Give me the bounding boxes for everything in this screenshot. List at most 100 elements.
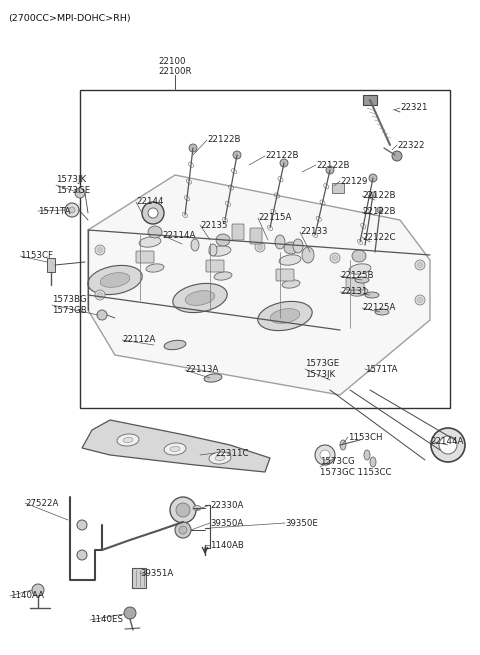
Text: 22122B: 22122B [207,136,240,145]
Text: 1153CH: 1153CH [348,432,383,441]
Circle shape [175,522,191,538]
Circle shape [77,550,87,560]
Text: 22135: 22135 [200,221,228,229]
Ellipse shape [209,246,231,256]
Circle shape [392,151,402,161]
Ellipse shape [193,506,201,510]
Ellipse shape [258,301,312,331]
Text: 1153CF: 1153CF [20,252,53,261]
Bar [132,568,146,588]
Polygon shape [82,420,270,472]
Text: 22125B: 22125B [340,272,373,280]
Circle shape [418,263,422,267]
Text: 22330A: 22330A [210,500,243,510]
Text: 22122B: 22122B [316,160,349,170]
Circle shape [415,295,425,305]
Circle shape [369,174,377,182]
Circle shape [377,207,383,213]
Text: (2700CC>MPI-DOHC>RH): (2700CC>MPI-DOHC>RH) [8,14,131,23]
Ellipse shape [139,237,161,247]
Circle shape [95,290,105,300]
Text: 1573BG
1573GB: 1573BG 1573GB [52,295,87,314]
FancyBboxPatch shape [250,228,262,244]
Text: 39350E: 39350E [285,519,318,527]
Ellipse shape [117,434,139,446]
Ellipse shape [365,292,379,298]
Text: 22122B: 22122B [362,191,396,200]
Text: 22133: 22133 [300,227,327,236]
Circle shape [439,436,457,454]
FancyBboxPatch shape [232,224,244,240]
Text: 1140AA: 1140AA [10,591,44,601]
Ellipse shape [293,239,303,253]
Text: 1573CG
1573GC 1153CC: 1573CG 1573GC 1153CC [320,457,392,477]
Ellipse shape [100,272,130,288]
Text: 1573GE
1573JK: 1573GE 1573JK [305,360,339,379]
Ellipse shape [350,288,368,296]
Circle shape [179,526,187,534]
Circle shape [280,159,288,167]
FancyBboxPatch shape [346,278,364,290]
Bar [332,183,344,193]
Ellipse shape [148,226,162,238]
Circle shape [370,192,376,198]
Ellipse shape [146,264,164,272]
Circle shape [320,450,330,460]
Circle shape [415,260,425,270]
Circle shape [233,151,241,159]
Text: 22311C: 22311C [215,449,249,457]
Ellipse shape [185,291,215,305]
Ellipse shape [270,309,300,324]
Ellipse shape [209,452,231,464]
Circle shape [69,207,75,213]
Text: 22125A: 22125A [362,303,396,312]
Ellipse shape [164,341,186,350]
Circle shape [32,584,44,596]
Text: 22122B: 22122B [362,208,396,217]
Circle shape [330,253,340,263]
Text: 22113A: 22113A [185,365,218,375]
Ellipse shape [275,235,285,249]
Ellipse shape [302,247,314,263]
Circle shape [418,297,422,303]
Circle shape [255,242,265,252]
Circle shape [333,255,337,261]
Text: 22129: 22129 [340,176,367,185]
Circle shape [97,248,103,252]
Text: 1140ES: 1140ES [90,616,123,624]
Ellipse shape [284,242,298,254]
Text: 22112A: 22112A [122,335,156,345]
Circle shape [124,607,136,619]
Ellipse shape [209,244,217,256]
Circle shape [326,166,334,174]
Ellipse shape [123,438,133,443]
Text: 22122C: 22122C [362,233,396,242]
FancyBboxPatch shape [276,269,294,281]
Circle shape [77,520,87,530]
Ellipse shape [352,250,366,262]
Text: 1573JK
1573GE: 1573JK 1573GE [56,176,90,195]
Text: 39351A: 39351A [140,569,173,578]
Circle shape [75,188,85,198]
Ellipse shape [170,447,180,451]
Text: 39350A: 39350A [210,519,243,527]
Circle shape [189,144,197,152]
Text: 22322: 22322 [397,141,424,149]
Ellipse shape [282,280,300,288]
Text: 22114A: 22114A [162,231,195,240]
Text: 22100
22100R: 22100 22100R [158,57,192,77]
Text: 27522A: 27522A [25,498,59,508]
Text: 22131: 22131 [340,288,368,297]
Circle shape [176,503,190,517]
Text: 1140AB: 1140AB [210,540,244,550]
Circle shape [97,310,107,320]
Ellipse shape [173,284,227,312]
Ellipse shape [216,234,230,246]
Text: 22122B: 22122B [265,151,299,160]
Bar [47,258,55,272]
Circle shape [431,428,465,462]
Circle shape [97,293,103,297]
Ellipse shape [375,309,389,315]
Ellipse shape [364,450,370,460]
Ellipse shape [164,443,186,455]
